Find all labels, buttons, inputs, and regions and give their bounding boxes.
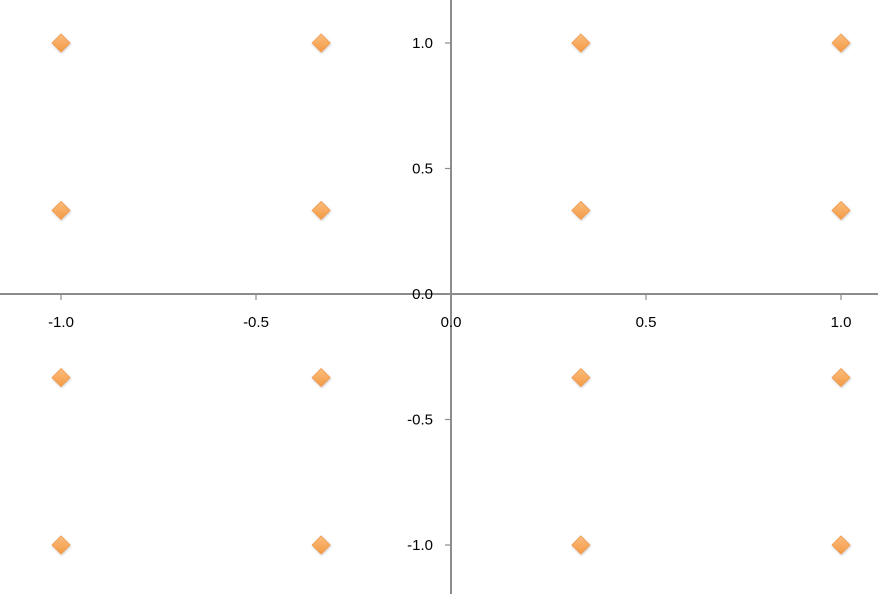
data-point-marker xyxy=(51,200,71,220)
data-point-marker xyxy=(571,535,591,555)
data-point-marker xyxy=(831,535,851,555)
y-tick-label: -1.0 xyxy=(407,537,433,554)
data-point-marker xyxy=(831,33,851,53)
data-point-marker xyxy=(311,200,331,220)
data-point-marker xyxy=(311,33,331,53)
data-point-marker xyxy=(311,368,331,388)
x-tick-label: 0.0 xyxy=(441,314,462,331)
x-tick-label: 0.5 xyxy=(636,314,657,331)
x-tick-label: 1.0 xyxy=(831,314,852,331)
y-tick-label: 0.5 xyxy=(412,161,433,178)
y-tick-label: 1.0 xyxy=(412,35,433,52)
data-point-marker xyxy=(571,33,591,53)
data-point-marker xyxy=(571,200,591,220)
data-point-marker xyxy=(311,535,331,555)
data-point-marker xyxy=(51,535,71,555)
y-tick-label: -0.5 xyxy=(407,412,433,429)
y-tick-label: 0.0 xyxy=(412,286,433,303)
data-point-marker xyxy=(571,368,591,388)
x-tick-label: -1.0 xyxy=(48,314,74,331)
data-point-marker xyxy=(831,200,851,220)
data-point-marker xyxy=(51,33,71,53)
x-tick-label: -0.5 xyxy=(243,314,269,331)
data-point-marker xyxy=(51,368,71,388)
data-point-marker xyxy=(831,368,851,388)
